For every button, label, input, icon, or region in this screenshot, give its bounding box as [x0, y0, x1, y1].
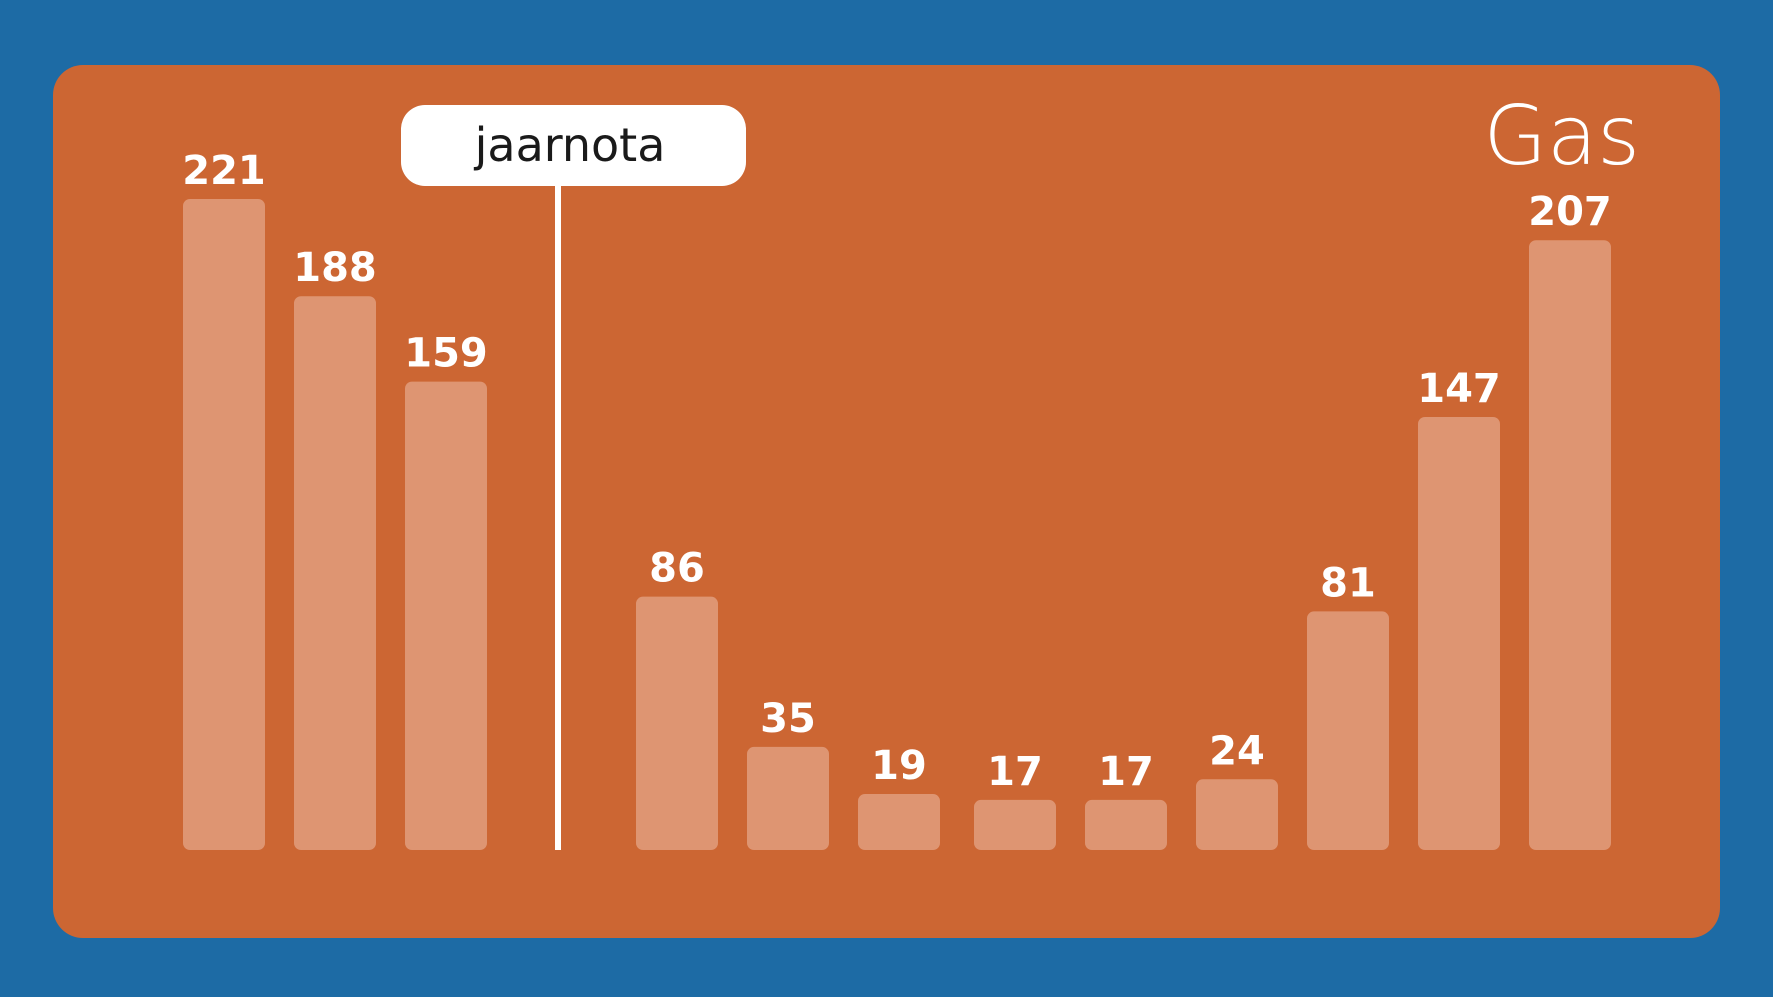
bar-4	[636, 596, 718, 850]
bar-11	[1418, 416, 1500, 850]
bar-12	[1529, 240, 1611, 851]
bar-2	[294, 296, 376, 850]
bar-8	[1085, 799, 1167, 850]
bar-label-9: 24	[1209, 728, 1265, 774]
bar-label-5: 35	[760, 696, 816, 742]
bar-label-3: 159	[404, 331, 488, 377]
bar-label-6: 19	[871, 743, 927, 789]
bar-label-11: 147	[1417, 366, 1501, 412]
jaarnota-marker-box	[401, 105, 746, 186]
bar-label-2: 188	[293, 245, 377, 291]
bar-label-8: 17	[1098, 749, 1154, 795]
bar-label-10: 81	[1320, 560, 1376, 606]
bar-5	[747, 746, 829, 850]
bar-label-4: 86	[649, 546, 705, 592]
jaarnota-marker-label: jaarnota	[474, 118, 666, 172]
bar-9	[1196, 779, 1278, 850]
bar-1	[183, 199, 265, 850]
bar-10	[1307, 611, 1389, 850]
bars-group	[183, 199, 1611, 851]
bar-labels-group: 221 188 159 86 35 19 17 17 24 81 147 207	[182, 148, 1612, 795]
bar-label-12: 207	[1528, 189, 1612, 235]
bar-7	[974, 799, 1056, 850]
bar-6	[858, 794, 940, 850]
bar-label-7: 17	[987, 749, 1043, 795]
bar-3	[405, 381, 487, 850]
bar-label-1: 221	[182, 148, 266, 194]
chart-title: Gas	[1483, 89, 1640, 184]
